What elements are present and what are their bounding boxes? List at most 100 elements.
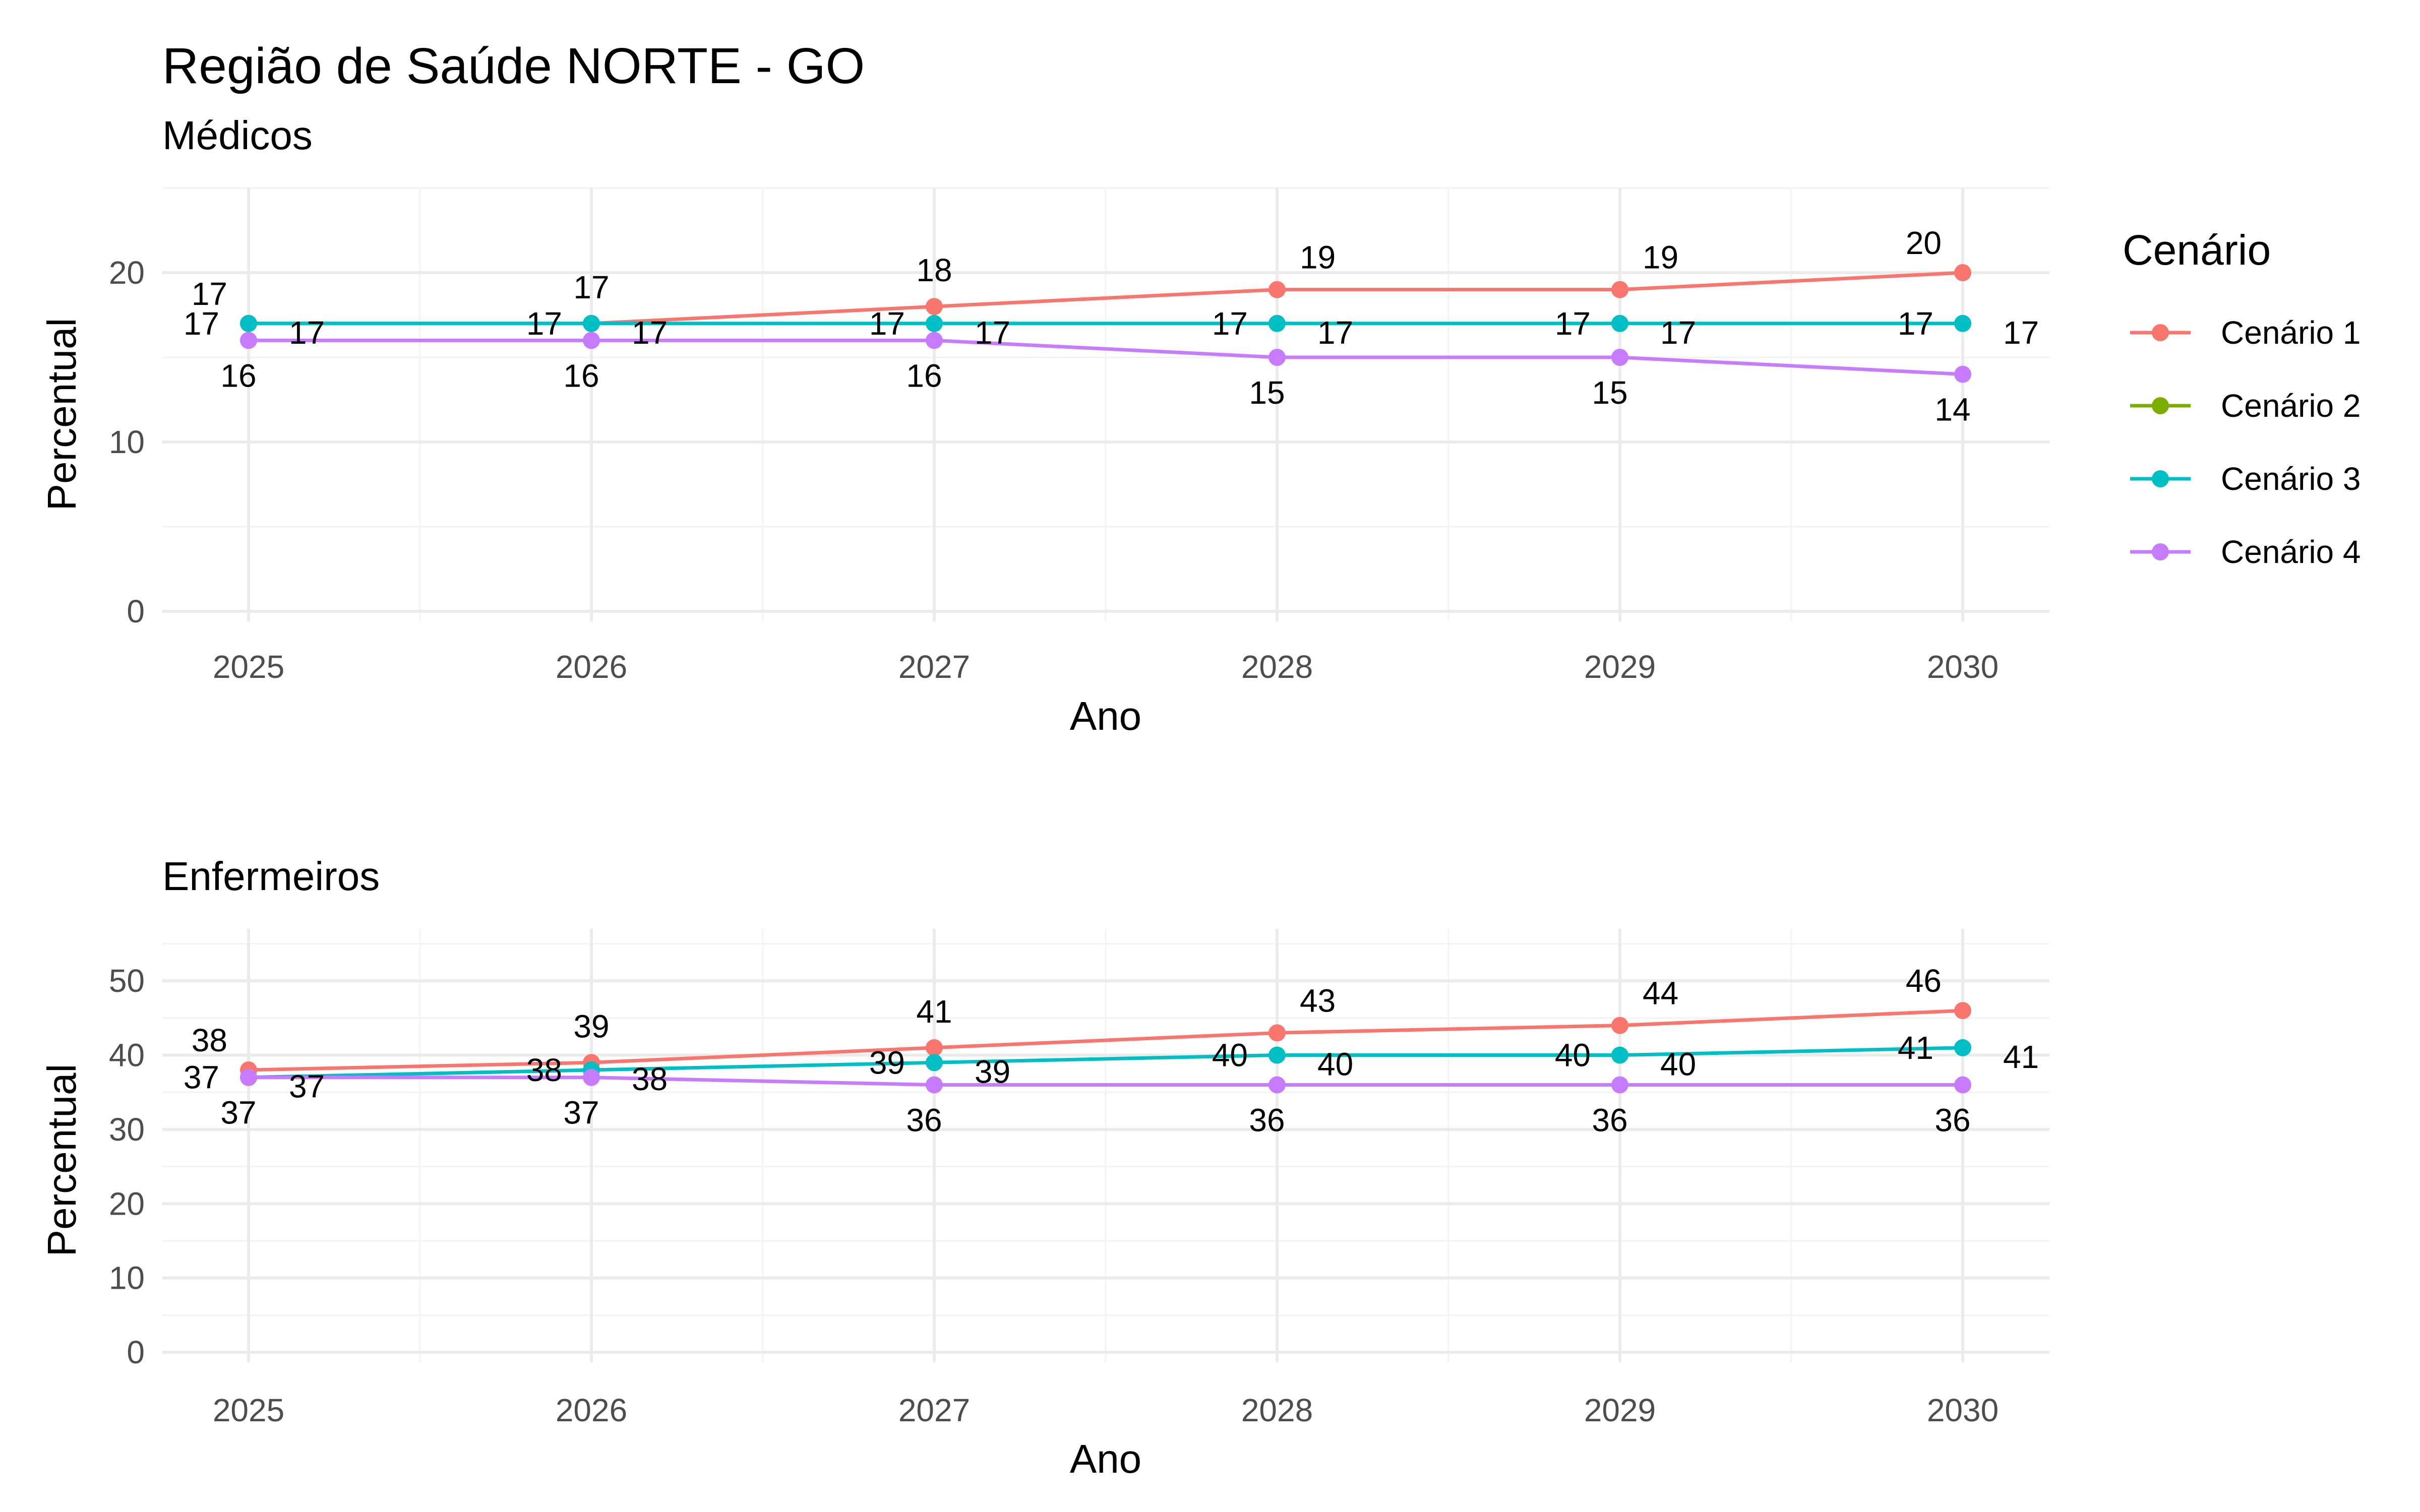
- series-line-cenario-3: [248, 1046, 1963, 1080]
- data-label-cenario-3: 17: [526, 305, 562, 342]
- y-tick-label: 20: [109, 255, 145, 291]
- data-label-cenario-1: 39: [573, 1008, 609, 1044]
- legend-label-cenario-3: Cenário 3: [2221, 461, 2361, 497]
- data-label-cenario-1: 19: [1643, 239, 1678, 276]
- data-label-cenario-1: 19: [1300, 239, 1336, 276]
- data-label-cenario-3: 39: [869, 1044, 905, 1081]
- series-point-cenario-1: [926, 298, 943, 316]
- y-axis-title-enfermeiros: Percentual: [39, 1064, 84, 1256]
- series-point-cenario-1: [1611, 1017, 1628, 1034]
- x-axis-title-medicos: Ano: [1070, 694, 1141, 738]
- x-tick-label: 2025: [213, 1392, 284, 1428]
- data-label-cenario-2: 38: [632, 1061, 668, 1097]
- series-point-cenario-4: [583, 1068, 600, 1086]
- y-tick-label: 20: [109, 1185, 145, 1222]
- data-label-cenario-4: 36: [906, 1102, 942, 1138]
- data-label-cenario-4: 15: [1249, 374, 1285, 411]
- x-tick-label: 2029: [1584, 649, 1656, 685]
- grid-medicos: [162, 187, 2049, 621]
- series-points-medicos: [240, 264, 1971, 383]
- data-label-cenario-4: 16: [563, 357, 599, 394]
- y-tick-label: 0: [127, 593, 145, 629]
- legend-label-cenario-1: Cenário 1: [2221, 314, 2361, 351]
- series-point-cenario-1: [1611, 281, 1628, 298]
- legend-label-cenario-2: Cenário 2: [2221, 388, 2361, 424]
- data-label-cenario-2: 17: [1660, 314, 1696, 351]
- series-points-enfermeiros: [240, 1002, 1971, 1094]
- x-tick-label: 2028: [1241, 649, 1313, 685]
- series-line-cenario-1: [248, 1009, 1963, 1072]
- series-line-cenario-4: [249, 338, 1963, 376]
- x-tick-label: 2030: [1927, 1392, 1999, 1428]
- data-label-cenario-3: 17: [1212, 305, 1248, 342]
- series-lines-enfermeiros: [248, 1009, 1963, 1087]
- data-label-cenario-4: 37: [563, 1095, 599, 1131]
- data-label-cenario-1: 17: [192, 276, 227, 312]
- series-point-cenario-4: [1268, 1076, 1286, 1094]
- data-label-cenario-1: 17: [573, 269, 609, 305]
- legend-key-point: [2152, 470, 2169, 487]
- data-label-cenario-4: 15: [1592, 374, 1627, 411]
- data-label-cenario-3: 40: [1212, 1037, 1248, 1074]
- legend-title: Cenário: [2123, 226, 2271, 274]
- panel-subtitle-medicos: Médicos: [162, 113, 313, 158]
- data-label-cenario-4: 16: [220, 357, 256, 394]
- data-label-cenario-2: 17: [632, 314, 668, 351]
- series-point-cenario-3: [926, 314, 943, 332]
- data-label-cenario-4: 14: [1934, 392, 1970, 428]
- series-line-cenario-4: [249, 1076, 1963, 1087]
- y-tick-label: 10: [109, 1260, 145, 1296]
- series-point-cenario-1: [926, 1039, 943, 1056]
- x-tick-label: 2027: [898, 1392, 970, 1428]
- legend-items: Cenário 1 Cenário 2 Cenário 3 Cenário 4: [2130, 314, 2361, 570]
- series-point-cenario-3: [1268, 314, 1286, 332]
- data-label-cenario-1: 18: [916, 252, 952, 288]
- data-label-cenario-2: 39: [975, 1053, 1010, 1090]
- data-label-cenario-4: 36: [1249, 1102, 1285, 1138]
- x-ticks-enfermeiros: 2025 2026 2027 2028 2029 2030: [213, 1392, 1999, 1428]
- data-label-cenario-2: 17: [2003, 314, 2039, 351]
- series-point-cenario-3: [1954, 1039, 1971, 1056]
- data-label-cenario-2: 37: [289, 1068, 325, 1105]
- data-label-cenario-3: 38: [526, 1052, 562, 1088]
- data-label-cenario-2: 17: [289, 314, 325, 351]
- data-label-cenario-2: 17: [975, 314, 1010, 351]
- x-ticks-medicos: 2025 2026 2027 2028 2029 2030: [213, 649, 1999, 685]
- series-point-cenario-3: [1611, 1046, 1628, 1064]
- y-tick-label: 30: [109, 1111, 145, 1148]
- series-point-cenario-3: [1954, 314, 1971, 332]
- series-lines-medicos: [249, 271, 1963, 376]
- grid-enfermeiros: [162, 929, 2049, 1362]
- series-point-cenario-1: [1954, 264, 1971, 281]
- series-point-cenario-3: [926, 1054, 943, 1072]
- panel-subtitle-enfermeiros: Enfermeiros: [162, 854, 380, 899]
- data-label-cenario-2: 40: [1660, 1046, 1696, 1083]
- data-label-cenario-3: 17: [184, 305, 219, 342]
- data-label-cenario-2: 41: [2003, 1039, 2039, 1075]
- y-tick-label: 0: [127, 1334, 145, 1370]
- data-label-cenario-3: 37: [184, 1059, 219, 1096]
- y-tick-label: 10: [109, 424, 145, 460]
- chart-title: Região de Saúde NORTE - GO: [162, 38, 865, 94]
- data-label-cenario-2: 40: [1317, 1046, 1353, 1083]
- series-point-cenario-4: [583, 332, 600, 349]
- data-label-cenario-4: 36: [1592, 1102, 1627, 1138]
- series-point-cenario-4: [1611, 1076, 1628, 1094]
- y-tick-label: 50: [109, 963, 145, 999]
- series-point-cenario-4: [1954, 365, 1971, 383]
- legend-key-point: [2152, 324, 2169, 341]
- y-ticks-medicos: 0 10 20: [109, 255, 145, 629]
- data-label-cenario-4: 16: [906, 357, 942, 394]
- x-tick-label: 2026: [556, 649, 627, 685]
- data-label-cenario-3: 17: [869, 305, 905, 342]
- series-point-cenario-1: [1268, 1024, 1286, 1042]
- data-label-cenario-3: 41: [1898, 1030, 1933, 1066]
- data-label-cenario-1: 43: [1300, 982, 1336, 1019]
- series-point-cenario-1: [1268, 281, 1286, 298]
- data-label-cenario-3: 40: [1555, 1037, 1591, 1074]
- data-label-cenario-1: 20: [1906, 225, 1942, 261]
